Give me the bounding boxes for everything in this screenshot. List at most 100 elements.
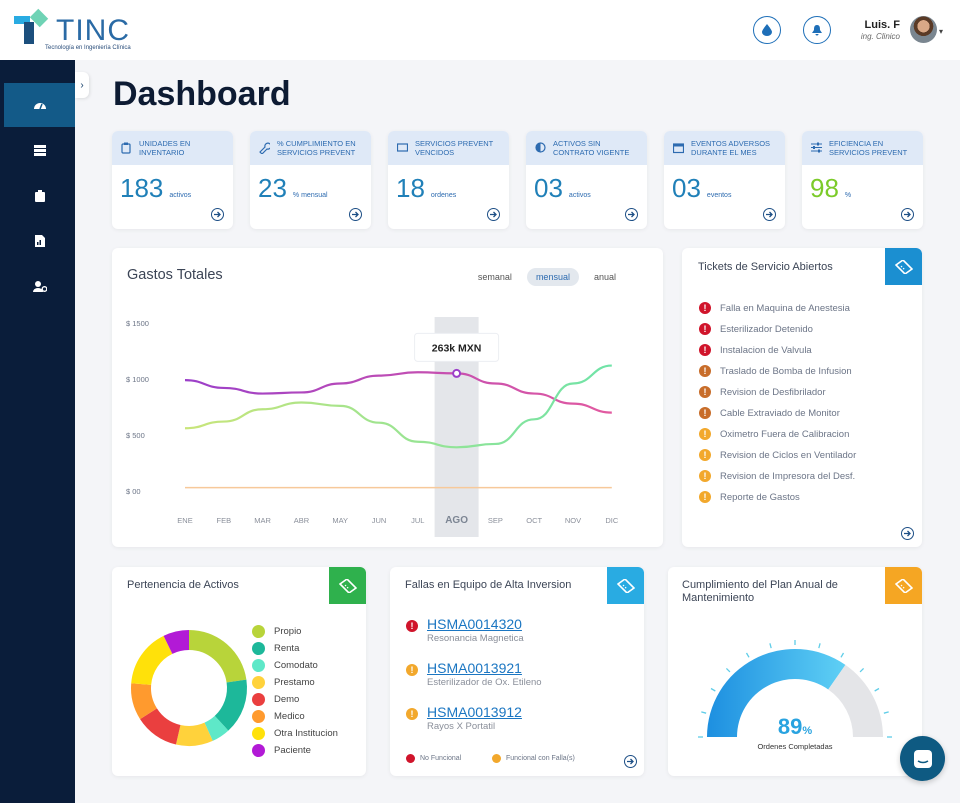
y-tick-label: $ 500 <box>126 431 145 440</box>
donut-slice[interactable] <box>204 715 229 741</box>
sidebar-item-reports[interactable] <box>4 219 75 263</box>
brand-logo[interactable]: TINC Tecnología en Ingeniería Clínica <box>12 8 131 54</box>
kpi-header: Servicios prevent vencidos <box>388 131 509 165</box>
pertenencia-title: Pertenencia de Activos <box>127 579 239 591</box>
donut-slice[interactable] <box>131 635 173 686</box>
ticket-item[interactable]: ! Revision de Desfibrilador <box>699 386 826 398</box>
alert-icon: ! <box>406 664 418 676</box>
tab-semanal[interactable]: semanal <box>477 272 512 282</box>
ticket-item[interactable]: ! Esterilizador Detenido <box>699 323 813 335</box>
ticket-label: Revision de Impresora del Desf. <box>720 470 856 482</box>
x-tick-label: AGO <box>445 515 468 526</box>
falla-code-link[interactable]: HSMA0014320 <box>427 616 522 632</box>
gauge-icon <box>33 103 46 110</box>
falla-description: Rayos X Portatil <box>427 721 496 732</box>
tab-mensual[interactable]: mensual <box>526 268 579 286</box>
kpi-label: Activos sin contrato vigente <box>553 139 630 157</box>
kpi-unit: activos <box>568 192 591 199</box>
pertenencia-card: Pertenencia de Activos Propio Renta Comoda… <box>112 567 366 776</box>
x-tick-label: OCT <box>526 516 542 525</box>
donut-slice[interactable] <box>131 683 158 720</box>
sidebar-item-orders[interactable] <box>4 174 75 218</box>
kpi-detail-button[interactable] <box>487 208 500 221</box>
legend-swatch <box>252 625 265 638</box>
kpi-detail-button[interactable] <box>211 208 224 221</box>
chat-button[interactable] <box>900 736 945 781</box>
tooltip-box <box>414 332 500 362</box>
sidebar-item-dashboard[interactable] <box>4 83 75 127</box>
donut-slice[interactable] <box>175 722 213 746</box>
brand-name: TINC <box>56 14 130 47</box>
donut-slice[interactable] <box>188 630 247 684</box>
cumplimiento-badge[interactable] <box>885 567 922 604</box>
falla-description: Esterilizador de Ox. Etileno <box>427 677 542 688</box>
kpi-label: Unidades en inventario <box>139 139 191 157</box>
legend-item: Medico <box>252 710 305 723</box>
pertenencia-donut-chart <box>131 630 247 746</box>
x-tick-label: MAR <box>254 516 271 525</box>
gauge-tick <box>745 652 750 658</box>
kpi-detail-button[interactable] <box>901 208 914 221</box>
ticket-item[interactable]: ! Revision de Impresora del Desf. <box>699 470 855 482</box>
tickets-more-button[interactable] <box>901 527 914 540</box>
gauge-caption: Ordenes Completadas <box>757 742 833 751</box>
falla-legend-item: Funcional con Falla(s) <box>492 754 575 763</box>
ticket-item[interactable]: ! Instalacion de Valvula <box>699 344 812 356</box>
chat-icon <box>913 749 932 768</box>
kpi-header: % Cumplimiento en servicios prevent <box>250 131 371 165</box>
sidebar-toggle-button[interactable]: › <box>75 72 89 98</box>
kpi-card: Unidades en inventario 183 activos <box>112 131 233 229</box>
water-drop-button[interactable] <box>753 16 781 44</box>
alert-icon: ! <box>406 620 418 632</box>
series-line <box>184 371 612 414</box>
half-circle-icon <box>535 142 546 153</box>
tab-anual[interactable]: anual <box>593 272 616 282</box>
gauge-tick <box>769 643 772 649</box>
avatar[interactable] <box>910 16 937 43</box>
arrow-right-icon <box>904 530 911 537</box>
fallas-title: Fallas en Equipo de Alta Inversion <box>405 579 572 591</box>
gauge-tick <box>710 687 716 692</box>
legend-label: Medico <box>274 711 305 722</box>
kpi-unit: ordenes <box>430 192 457 199</box>
falla-code-link[interactable]: HSMA0013912 <box>427 704 522 720</box>
highlight-point[interactable] <box>452 368 462 378</box>
ticket-item[interactable]: ! Cable Extraviado de Monitor <box>699 407 840 419</box>
sidebar-item-users[interactable] <box>4 264 75 308</box>
falla-code-link[interactable]: HSMA0013921 <box>427 660 522 676</box>
kpi-card: Activos sin contrato vigente 03 activos <box>526 131 647 229</box>
kpi-detail-button[interactable] <box>625 208 638 221</box>
kpi-detail-button[interactable] <box>763 208 776 221</box>
kpi-unit: % mensual <box>292 192 328 199</box>
ticket-item[interactable]: ! Oximetro Fuera de Calibracion <box>699 428 849 440</box>
y-tick-label: $ 1500 <box>126 319 149 328</box>
gauge-fill <box>707 649 846 737</box>
legend-swatch <box>252 727 265 740</box>
fallas-card: Fallas en Equipo de Alta Inversion ! HSMA… <box>390 567 644 776</box>
fallas-more-button[interactable] <box>624 755 637 768</box>
chevron-right-icon: › <box>80 79 84 91</box>
legend-swatch <box>252 693 265 706</box>
donut-slice[interactable] <box>140 707 181 745</box>
pertenencia-badge[interactable] <box>329 567 366 604</box>
tickets-badge[interactable] <box>885 248 922 285</box>
gauge-tick <box>725 667 731 673</box>
notifications-button[interactable] <box>803 16 831 44</box>
ticket-item[interactable]: ! Revision de Ciclos en Ventilador <box>699 449 856 461</box>
ticket-item[interactable]: ! Falla en Maquina de Anestesia <box>699 302 850 314</box>
y-tick-label: $ 1000 <box>126 375 149 384</box>
donut-slice[interactable] <box>214 679 247 731</box>
arrow-right-icon <box>627 758 634 765</box>
kpi-unit: eventos <box>706 192 732 199</box>
sidebar <box>0 60 75 803</box>
sidebar-item-inventory[interactable] <box>4 128 75 172</box>
fallas-badge[interactable] <box>607 567 644 604</box>
ticket-icon <box>894 259 913 274</box>
ticket-item[interactable]: ! Reporte de Gastos <box>699 491 800 503</box>
ticket-label: Oximetro Fuera de Calibracion <box>720 428 850 440</box>
donut-slice[interactable] <box>163 630 190 655</box>
cumplimiento-gauge <box>698 640 892 738</box>
ticket-item[interactable]: ! Traslado de Bomba de Infusion <box>699 365 852 377</box>
user-menu-caret-icon[interactable]: ▾ <box>939 27 944 36</box>
kpi-detail-button[interactable] <box>349 208 362 221</box>
